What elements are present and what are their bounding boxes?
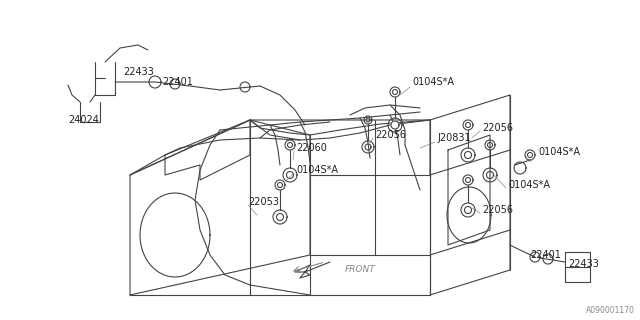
Text: 0104S*A: 0104S*A: [508, 180, 550, 190]
Text: 22433: 22433: [568, 259, 599, 269]
Text: 22060: 22060: [296, 143, 327, 153]
Polygon shape: [391, 121, 399, 129]
Text: 0104S*A: 0104S*A: [412, 77, 454, 87]
Text: 22433: 22433: [123, 67, 154, 77]
Text: 24024: 24024: [68, 115, 99, 125]
Text: J20831: J20831: [437, 133, 470, 143]
Text: 22053: 22053: [248, 197, 279, 207]
Text: FRONT: FRONT: [345, 266, 376, 275]
Text: 0104S*A: 0104S*A: [296, 165, 338, 175]
Text: 22401: 22401: [530, 250, 561, 260]
Text: 22056: 22056: [375, 130, 406, 140]
Text: 22056: 22056: [482, 123, 513, 133]
Text: 22056: 22056: [482, 205, 513, 215]
Text: A090001170: A090001170: [586, 306, 635, 315]
Text: 22401: 22401: [162, 77, 193, 87]
Text: 0104S*A: 0104S*A: [538, 147, 580, 157]
